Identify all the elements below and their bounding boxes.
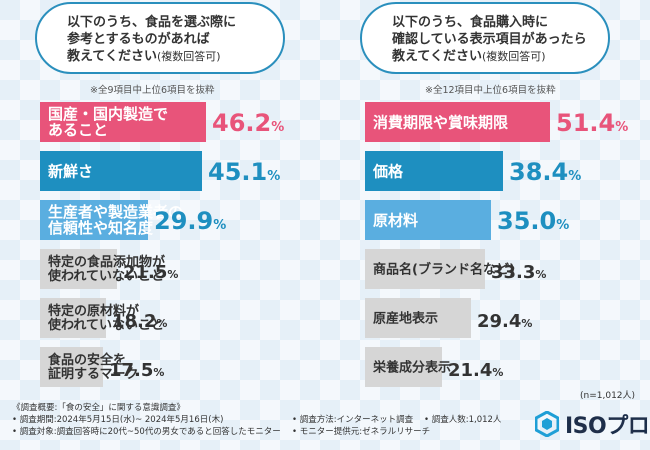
question-note: (複数回答可) — [481, 50, 546, 63]
value-label: 17.5% — [109, 360, 164, 381]
value-number: 45.1 — [208, 158, 267, 186]
category-label: 食品の安全を — [48, 352, 126, 368]
value-unit: % — [213, 218, 226, 233]
right-chart-panel: 以下のうち、食品購入時に 確認している表示項目があったら 教えてください(複数回… — [340, 0, 640, 395]
value-unit: % — [167, 268, 178, 281]
bar — [40, 298, 106, 338]
scope-note: ※全9項目中上位6項目を抜粋 — [90, 85, 215, 96]
category-label: 生産者や製造業者の — [48, 203, 183, 221]
bar — [40, 102, 206, 142]
question-line: 参考とするものがあれば — [67, 32, 210, 47]
category-label: 信頼性や知名度 — [48, 219, 154, 237]
value-number: 17.5 — [109, 360, 153, 381]
question-line: 教えてください(複数回答可) — [392, 49, 546, 64]
value-label: 21.4% — [448, 360, 503, 381]
value-label: 21.5% — [123, 262, 178, 283]
survey-period: • 調査期間:2024年5月15日(水)~ 2024年5月16日(木) — [12, 415, 224, 425]
value-unit: % — [271, 120, 284, 135]
value-number: 21.5 — [123, 262, 167, 283]
category-label: 使われていないこと — [47, 268, 164, 284]
category-label: 証明するマーク — [48, 366, 138, 382]
bar — [40, 347, 103, 387]
bar — [365, 151, 503, 191]
bar — [40, 249, 117, 289]
sample-size-label: (n=1,012人) — [580, 391, 636, 401]
value-unit: % — [535, 268, 546, 281]
value-label: 33.3% — [491, 262, 546, 283]
category-label: あること — [48, 121, 108, 139]
value-number: 46.2 — [212, 109, 271, 137]
value-label: 29.9% — [154, 207, 226, 235]
survey-method: • 調査方法:インターネット調査 — [292, 415, 414, 425]
left-question-bubble: 以下のうち、食品を選ぶ際に 参考とするものがあれば 教えてください(複数回答可) — [35, 2, 285, 74]
value-label: 46.2% — [212, 109, 284, 137]
value-label: 38.4% — [509, 158, 581, 186]
value-label: 35.0% — [497, 207, 569, 235]
value-label: 45.1% — [208, 158, 280, 186]
value-label: 18.2% — [112, 311, 167, 332]
question-line: 以下のうち、食品を選ぶ際に — [67, 15, 237, 30]
question-note: (複数回答可) — [156, 50, 221, 63]
category-label: 特定の原材料が — [48, 303, 139, 319]
survey-respondents: • 調査人数:1,012人 — [424, 415, 502, 425]
value-unit: % — [521, 317, 532, 330]
category-label: 原産地表示 — [373, 311, 438, 327]
bar — [365, 298, 471, 338]
category-label: 商品名(ブランド名など) — [373, 262, 515, 278]
value-number: 35.0 — [497, 207, 556, 235]
value-number: 29.9 — [154, 207, 213, 235]
scope-note: ※全12項目中上位6項目を抜粋 — [425, 85, 556, 96]
value-unit: % — [153, 366, 164, 379]
logo-text: ISOプロ — [565, 414, 650, 439]
bar — [365, 249, 485, 289]
question-line: 確認している表示項目があったら — [392, 32, 587, 47]
value-label: 29.4% — [477, 311, 532, 332]
bar — [365, 200, 491, 240]
category-label: 使われていないこと — [47, 317, 164, 333]
bar — [40, 151, 202, 191]
category-label: 価格 — [372, 162, 404, 180]
survey-target: • 調査対象:調査回答時に20代~50代の男女であると回答したモニター — [12, 427, 281, 437]
value-unit: % — [556, 218, 569, 233]
value-number: 18.2 — [112, 311, 156, 332]
category-label: 国産・国内製造で — [48, 105, 168, 123]
bar — [365, 102, 550, 142]
question-line: 教えてください(複数回答可) — [67, 49, 221, 64]
category-label: 栄養成分表示 — [372, 360, 451, 376]
category-label: 消費期限や賞味期限 — [373, 113, 508, 131]
right-bar-chart: 消費期限や賞味期限 51.4% 価格 38.4% 原材料 35.0% 商品名(ブランド名など… — [365, 102, 628, 387]
value-unit: % — [492, 366, 503, 379]
value-number: 38.4 — [509, 158, 568, 186]
survey-summary: 《調査概要:「食の安全」に関する意識調査》 — [12, 403, 185, 413]
value-unit: % — [267, 169, 280, 184]
value-unit: % — [156, 317, 167, 330]
survey-provider: • モニター提供元:ゼネラルリサーチ — [292, 427, 431, 437]
value-number: 21.4 — [448, 360, 492, 381]
value-label: 51.4% — [556, 109, 628, 137]
category-label: 新鮮さ — [48, 162, 93, 180]
value-unit: % — [568, 169, 581, 184]
left-chart-panel: 以下のうち、食品を選ぶ際に 参考とするものがあれば 教えてください(複数回答可)… — [15, 0, 315, 395]
bar — [365, 347, 442, 387]
survey-footer: 《調査概要:「食の安全」に関する意識調査》 • 調査期間:2024年5月15日(… — [12, 403, 532, 448]
right-question-bubble: 以下のうち、食品購入時に 確認している表示項目があったら 教えてください(複数回… — [360, 2, 610, 74]
value-number: 29.4 — [477, 311, 521, 332]
brand-logo: ISOプロ — [535, 410, 650, 439]
category-label: 原材料 — [373, 211, 418, 229]
value-number: 51.4 — [556, 109, 615, 137]
category-label: 特定の食品添加物が — [48, 254, 165, 270]
hexagon-logo-icon — [535, 411, 559, 437]
value-unit: % — [615, 120, 628, 135]
value-number: 33.3 — [491, 262, 535, 283]
question-line: 以下のうち、食品購入時に — [392, 15, 549, 30]
bar — [40, 200, 148, 240]
